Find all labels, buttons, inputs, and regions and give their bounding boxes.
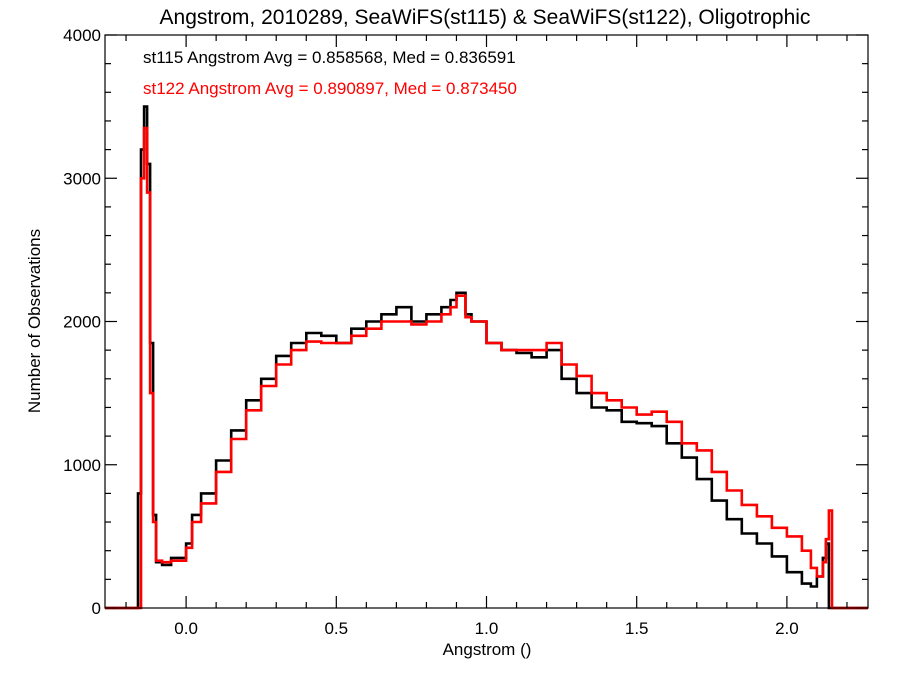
series-layer	[105, 105, 868, 610]
x-axis-label: Angstrom ()	[443, 640, 532, 659]
y-tick-label: 2000	[63, 313, 101, 332]
tick-label-layer: 0.0 0.5 1.0 1.5 2.0 0 1000 2000 3000 4000	[63, 26, 799, 638]
x-tick-label: 1.0	[475, 619, 499, 638]
annotation-st122: st122 Angstrom Avg = 0.890897, Med = 0.8…	[143, 79, 517, 98]
tick-layer	[105, 34, 868, 609]
series-line-2	[105, 126, 868, 610]
x-tick-label: 1.5	[625, 619, 649, 638]
y-tick-label: 3000	[63, 169, 101, 188]
y-tick-label: 0	[92, 599, 101, 618]
x-tick-label: 0.0	[174, 619, 198, 638]
x-tick-label: 0.5	[324, 619, 348, 638]
y-axis-label: Number of Observations	[25, 229, 44, 413]
x-tick-label: 2.0	[775, 619, 799, 638]
chart-title: Angstrom, 2010289, SeaWiFS(st115) & SeaW…	[160, 6, 811, 29]
y-tick-label: 4000	[63, 26, 101, 45]
series-line-1	[105, 105, 868, 610]
annotation-st115: st115 Angstrom Avg = 0.858568, Med = 0.8…	[143, 48, 516, 67]
y-tick-label: 1000	[63, 456, 101, 475]
